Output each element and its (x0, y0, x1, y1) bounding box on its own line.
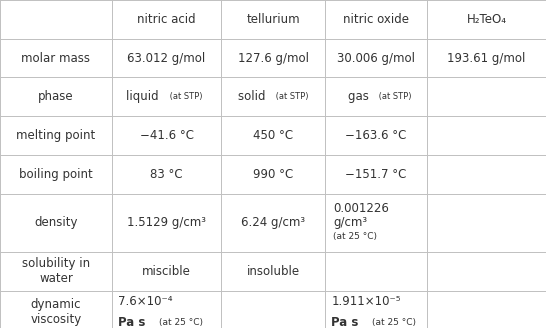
Text: (at STP): (at STP) (376, 92, 412, 101)
Text: (at 25 °C): (at 25 °C) (159, 318, 204, 327)
Text: 0.001226: 0.001226 (333, 202, 389, 215)
Text: density: density (34, 216, 78, 229)
Text: (at STP): (at STP) (273, 92, 308, 101)
Text: gas: gas (348, 90, 376, 103)
Text: solid: solid (238, 90, 273, 103)
Text: phase: phase (38, 90, 74, 103)
Text: 1.5129 g/cm³: 1.5129 g/cm³ (127, 216, 206, 229)
Text: 83 °C: 83 °C (150, 168, 183, 181)
Text: −41.6 °C: −41.6 °C (140, 129, 193, 142)
Text: 7.6×10⁻⁴: 7.6×10⁻⁴ (118, 295, 173, 308)
Text: 6.24 g/cm³: 6.24 g/cm³ (241, 216, 305, 229)
Text: liquid: liquid (127, 90, 167, 103)
Text: melting point: melting point (16, 129, 96, 142)
Text: miscible: miscible (142, 265, 191, 278)
Text: solubility in
water: solubility in water (22, 257, 90, 285)
Text: 30.006 g/mol: 30.006 g/mol (337, 51, 415, 65)
Text: 63.012 g/mol: 63.012 g/mol (127, 51, 206, 65)
Text: dynamic
viscosity: dynamic viscosity (31, 298, 81, 326)
Text: H₂TeO₄: H₂TeO₄ (466, 13, 507, 26)
Text: (at STP): (at STP) (167, 92, 202, 101)
Text: 127.6 g/mol: 127.6 g/mol (238, 51, 308, 65)
Text: (at 25 °C): (at 25 °C) (372, 318, 417, 327)
Text: g/cm³: g/cm³ (333, 216, 367, 229)
Text: 990 °C: 990 °C (253, 168, 293, 181)
Text: (at 25 °C): (at 25 °C) (333, 232, 377, 241)
Text: boiling point: boiling point (19, 168, 93, 181)
Text: molar mass: molar mass (21, 51, 91, 65)
Text: 1.911×10⁻⁵: 1.911×10⁻⁵ (331, 295, 401, 308)
Text: −151.7 °C: −151.7 °C (345, 168, 407, 181)
Text: Pa s: Pa s (118, 316, 146, 328)
Text: nitric oxide: nitric oxide (343, 13, 409, 26)
Text: −163.6 °C: −163.6 °C (345, 129, 407, 142)
Text: 193.61 g/mol: 193.61 g/mol (447, 51, 526, 65)
Text: 450 °C: 450 °C (253, 129, 293, 142)
Text: tellurium: tellurium (246, 13, 300, 26)
Text: nitric acid: nitric acid (137, 13, 196, 26)
Text: insoluble: insoluble (246, 265, 300, 278)
Text: Pa s: Pa s (331, 316, 359, 328)
